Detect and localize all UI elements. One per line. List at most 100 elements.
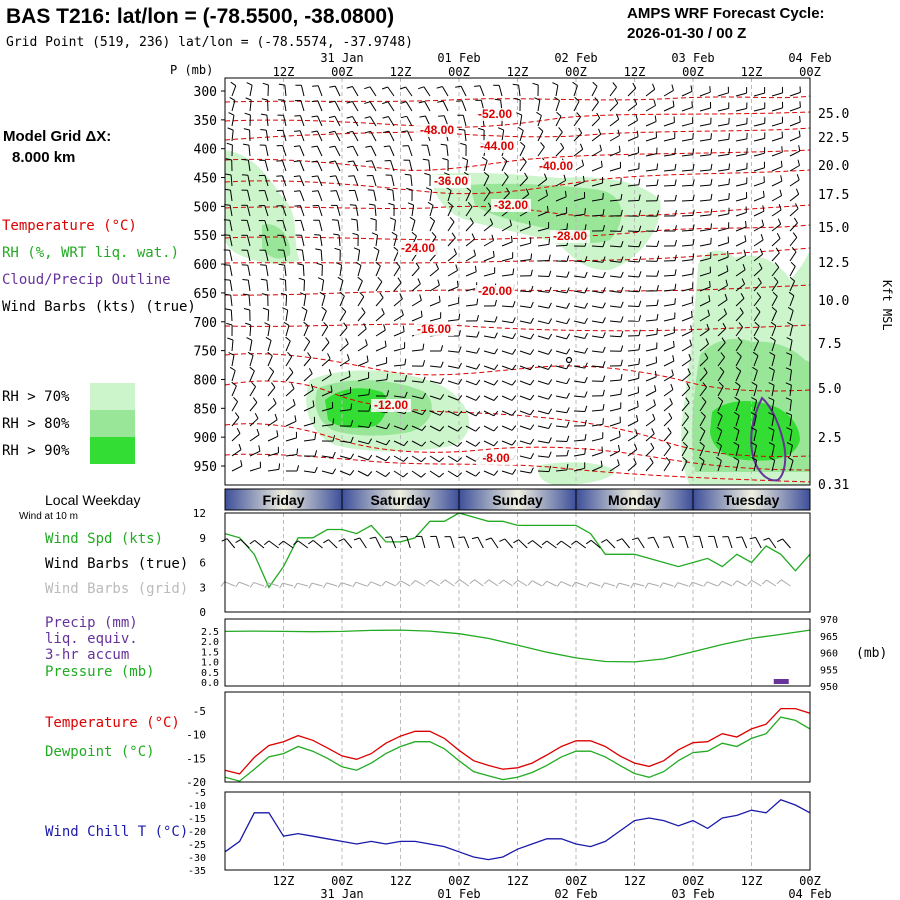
wind-barb (518, 85, 521, 97)
wind-barb-flag (540, 142, 545, 148)
legend-rh80-swatch (90, 410, 135, 437)
wind-barb-flag (368, 438, 373, 445)
wind-barb (249, 324, 252, 337)
wind-barb-flag (744, 235, 747, 242)
wind-barb (393, 364, 405, 367)
wind-barb-grid-flag (425, 579, 431, 585)
wind-barb-flag (276, 160, 283, 162)
legend-rh70-swatch (90, 383, 135, 410)
bottom-tick-label: 00Z (565, 874, 587, 888)
wind-barb-flag (716, 456, 722, 461)
wind-barb (393, 455, 404, 462)
wind-barb-flag (656, 328, 658, 335)
wind-barb (645, 390, 657, 397)
wind-barb-grid-flag (264, 582, 269, 589)
wind-barb (249, 450, 261, 457)
wind-barb-true (684, 536, 689, 549)
wind-barb-flag (692, 148, 695, 155)
wind-barb (555, 100, 560, 112)
wind-barb-flag (733, 411, 740, 416)
wind-barb-flag (710, 208, 713, 215)
wind-barb-flag (666, 442, 671, 448)
wind-barb-flag (768, 427, 775, 431)
wind-barb-flag (786, 352, 792, 356)
wind-barb-flag (672, 100, 675, 107)
wind-barb (246, 235, 251, 247)
wind-barb-flag (548, 286, 552, 293)
wind-barb (717, 213, 729, 217)
wind-barb (699, 329, 710, 337)
wind-barb (447, 221, 455, 232)
wind-barb-true-flag (485, 537, 492, 541)
wind-barb-true-flag (571, 540, 577, 545)
wind-barb (753, 167, 765, 172)
isotherm-line (224, 224, 811, 241)
wind-barb-grid (444, 579, 455, 587)
wind-barb-grid-flag (410, 580, 416, 585)
wind-barb (231, 401, 239, 412)
wind-barb-flag (584, 332, 588, 339)
wind-barb (285, 420, 297, 427)
wind-barb-flag (522, 157, 527, 163)
wind-barb-flag (530, 333, 535, 340)
wind-barb (355, 205, 359, 217)
wind-barb (501, 305, 514, 308)
wind-barb (735, 415, 740, 427)
wind-barb (461, 100, 467, 112)
wind-barb-flag (493, 410, 499, 417)
wind-barb-flag (404, 375, 408, 382)
wind-barb (663, 374, 674, 382)
wind-barb-flag (751, 456, 757, 461)
wind-barb-flag (599, 144, 602, 151)
station-title: BAS T216: lat/lon = (-78.5500, -38.0800) (6, 5, 394, 28)
wind-barb-flag (422, 360, 426, 367)
wind-barb-flag (397, 277, 402, 283)
wind-barb (249, 402, 258, 412)
wind-barb-grid-flag (308, 582, 313, 589)
wind-barb-flag (602, 209, 605, 216)
wind-barb (699, 272, 711, 277)
wind-barb-flag (347, 160, 354, 163)
windchill-line (224, 799, 811, 861)
label-dewpoint: Dewpoint (°C) (45, 744, 155, 760)
wind-barb (281, 175, 287, 187)
wind-barb-flag (460, 142, 467, 146)
wind-barb (321, 295, 326, 307)
wind-barb-flag (512, 268, 515, 275)
wind-barb-grid (355, 581, 367, 587)
wind-barb-flag (377, 276, 383, 283)
pressure-unit: (mb) (856, 646, 887, 661)
wind-barb-flag (518, 126, 524, 131)
wind-barb (627, 305, 640, 307)
wind-barb (753, 400, 758, 412)
wind-barb (410, 175, 413, 187)
wind-barb-flag (421, 457, 427, 463)
wind-barb-flag (240, 460, 243, 467)
wind-barb-flag (400, 101, 407, 104)
wind-barb-flag (638, 285, 642, 292)
wind-barb-flag (228, 352, 235, 356)
pressure-tick-label: 550 (194, 229, 217, 244)
wind-barb-flag (420, 310, 423, 317)
wind-barb (338, 234, 341, 247)
wind-barb (375, 329, 386, 337)
wind-barb (299, 205, 305, 217)
wind-barb (283, 100, 287, 112)
wind-barb (300, 220, 305, 232)
wind-barb (465, 190, 472, 202)
wind-barb (446, 145, 449, 157)
wind-barb (663, 289, 675, 292)
wind-barb-grid-flag (337, 582, 342, 588)
wind-barb (303, 279, 305, 292)
wind-barb (264, 160, 269, 172)
wind-barb (537, 470, 550, 473)
wind-barb (411, 380, 423, 383)
wind-barb (284, 85, 287, 97)
height-tick-label: 12.5 (818, 256, 849, 271)
wind-barb (735, 153, 747, 157)
wind-barb (465, 410, 477, 417)
wind-barb (229, 280, 233, 292)
wind-barb-true-flag (235, 539, 242, 544)
wind-barb (247, 160, 251, 172)
